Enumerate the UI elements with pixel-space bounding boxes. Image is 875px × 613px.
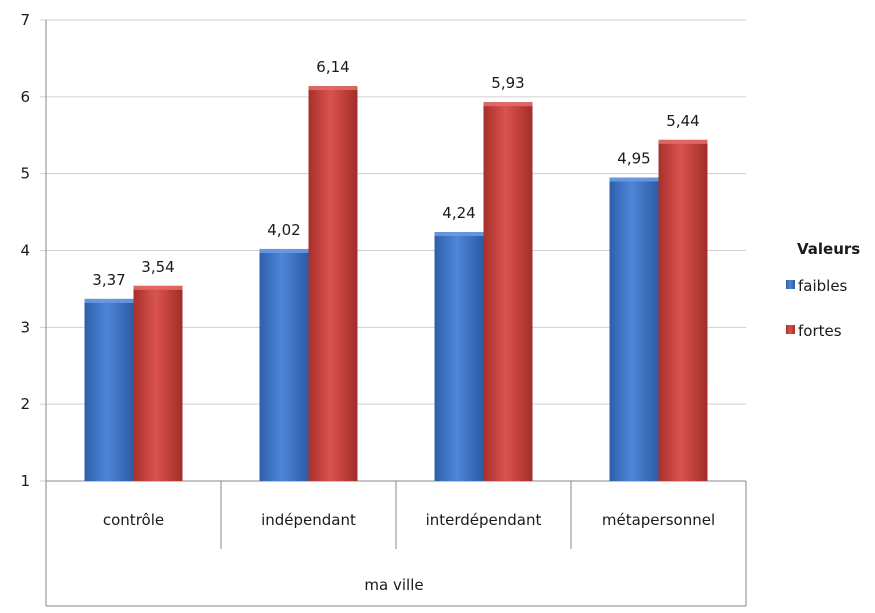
legend-title: Valeurs (797, 240, 860, 258)
bar-faibles (434, 232, 484, 481)
y-tick-label: 7 (20, 11, 30, 29)
data-label-faibles: 4,95 (617, 150, 650, 168)
bar-cap-fortes (658, 139, 708, 144)
bar-cap-fortes (133, 285, 183, 290)
data-label-fortes: 3,54 (141, 258, 174, 276)
legend-swatch-faibles (786, 280, 795, 289)
legend-label-faibles: faibles (798, 277, 848, 295)
x-tick-label: contrôle (103, 511, 164, 529)
bar-fortes (658, 139, 708, 482)
bar-faibles (84, 298, 134, 481)
x-tick-label: indépendant (261, 511, 356, 529)
data-label-faibles: 3,37 (92, 271, 125, 289)
data-label-fortes: 5,93 (491, 74, 524, 92)
category-group-label: ma ville (364, 576, 423, 594)
legend: Valeurs faibles fortes (786, 240, 860, 340)
x-tick-label: interdépendant (426, 511, 542, 529)
y-tick-label: 4 (20, 242, 30, 260)
y-tick-label: 3 (20, 318, 30, 336)
bar-cap-fortes (308, 86, 358, 91)
data-label-faibles: 4,02 (267, 221, 300, 239)
bar-cap-fortes (483, 102, 533, 107)
bar-cap-faibles (259, 248, 309, 253)
data-label-fortes: 6,14 (316, 58, 349, 76)
bar-cap-faibles (84, 298, 134, 303)
bar-fortes (308, 86, 358, 482)
bar-faibles (609, 177, 659, 481)
y-tick-label: 5 (20, 165, 30, 183)
bars (84, 86, 708, 482)
data-label-fortes: 5,44 (666, 112, 699, 130)
data-label-faibles: 4,24 (442, 204, 475, 222)
bar-cap-faibles (434, 232, 484, 237)
bar-fortes (133, 285, 183, 481)
bar-cap-faibles (609, 177, 659, 182)
y-tick-label: 1 (20, 472, 30, 490)
y-tick-label: 6 (20, 88, 30, 106)
bar-fortes (483, 102, 533, 481)
x-tick-label: métapersonnel (602, 511, 715, 529)
y-tick-label: 2 (20, 395, 30, 413)
legend-label-fortes: fortes (798, 322, 842, 340)
legend-swatch-fortes (786, 325, 795, 334)
data-labels: 3,37 3,54 4,02 6,14 4,24 5,93 4,95 5,44 (92, 58, 699, 289)
bar-faibles (259, 248, 309, 481)
